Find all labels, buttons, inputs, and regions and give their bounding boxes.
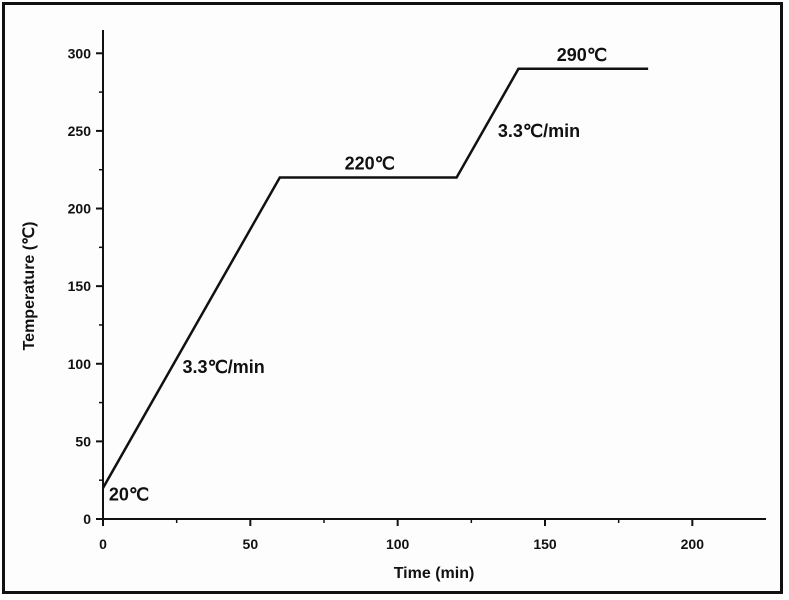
y-tick-label: 200 <box>68 201 92 217</box>
annotation-label: 220℃ <box>345 154 395 174</box>
x-tick-label: 200 <box>681 536 705 552</box>
annotation-label: 20℃ <box>109 484 149 504</box>
x-axis-label: Time (min) <box>394 565 475 582</box>
axes <box>102 30 766 520</box>
x-tick-label: 100 <box>386 536 410 552</box>
y-tick-label: 100 <box>68 356 92 372</box>
y-tick-label: 300 <box>68 45 92 61</box>
chart-frame <box>2 2 783 594</box>
y-axis-label: Temperature (℃) <box>21 222 38 351</box>
annotation-label: 3.3℃/min <box>498 121 580 141</box>
x-tick-label: 0 <box>99 536 107 552</box>
y-tick-label: 250 <box>68 123 92 139</box>
y-tick-label: 50 <box>75 433 91 449</box>
x-ticks: 0 50 100 150 200 <box>99 519 704 552</box>
y-tick-label: 150 <box>68 278 92 294</box>
annotation-label: 290℃ <box>557 45 607 65</box>
x-tick-label: 150 <box>533 536 557 552</box>
annotation-label: 3.3℃/min <box>183 357 265 377</box>
series-group <box>101 67 649 489</box>
annotations-group: 20℃ 3.3℃/min 220℃ 3.3℃/min 290℃ <box>109 45 607 504</box>
y-ticks: 0 50 100 150 200 250 300 <box>68 45 103 527</box>
x-tick-label: 50 <box>243 536 259 552</box>
series-line-1 <box>101 67 649 489</box>
y-tick-label: 0 <box>83 511 91 527</box>
